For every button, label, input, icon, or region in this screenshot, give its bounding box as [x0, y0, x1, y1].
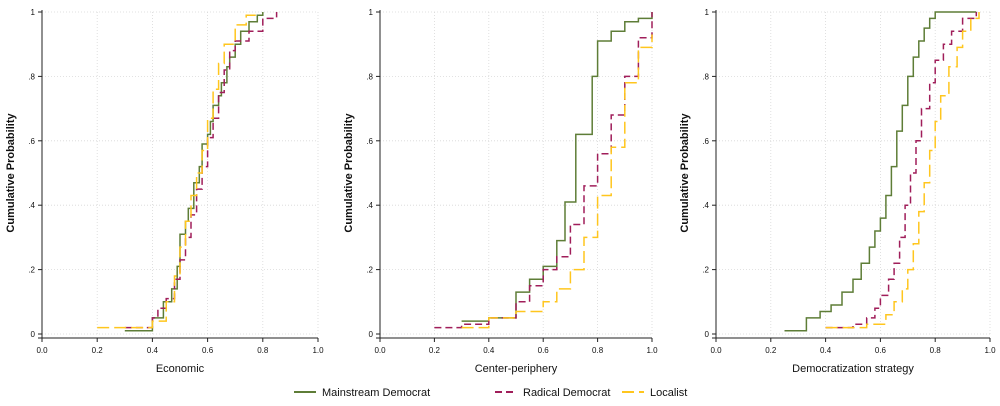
- y-tick-label: .6: [28, 137, 35, 146]
- series-line-mainstream-democrat: [124, 12, 264, 332]
- x-tick-label: 0.4: [820, 346, 832, 355]
- y-tick-label: .8: [28, 72, 35, 81]
- y-tick-label: .6: [702, 137, 709, 146]
- x-tick-label: 0.8: [930, 346, 942, 355]
- y-axis-title: Cumulative Probability: [679, 113, 691, 233]
- y-tick-label: .8: [366, 72, 373, 81]
- chart-panel-3: 0.0 0.2 0.4 0.6 0.8 1.00.2.4.6.81Democratizat…: [679, 8, 996, 375]
- x-tick-label: 0.2: [92, 346, 104, 355]
- x-tick-label: 1.0: [646, 346, 658, 355]
- y-tick-label: .2: [366, 266, 373, 275]
- x-tick-label: 0.0: [374, 346, 386, 355]
- y-axis-title: Cumulative Probability: [343, 113, 355, 233]
- x-tick-label: 0.2: [429, 346, 441, 355]
- y-tick-label: .4: [366, 201, 373, 210]
- y-tick-label: 0: [31, 330, 36, 339]
- x-tick-label: 0.8: [257, 346, 269, 355]
- legend-label: Mainstream Democrat: [322, 387, 430, 399]
- y-tick-label: .2: [702, 266, 709, 275]
- series-line-radical-democrat: [124, 12, 278, 329]
- x-tick-label: 0.4: [147, 346, 159, 355]
- x-tick-label: 0.6: [202, 346, 214, 355]
- y-tick-label: 1: [369, 8, 374, 17]
- series-line-radical-democrat: [434, 12, 653, 329]
- x-tick-label: 0.0: [36, 346, 48, 355]
- chart-panel-1: 0.0 0.2 0.4 0.6 0.8 1.00.2.4.6.81EconomicCumu…: [5, 8, 324, 375]
- legend-label: Localist: [650, 387, 687, 399]
- series-line-localist: [825, 12, 980, 329]
- chart-panel-2: 0.0 0.2 0.4 0.6 0.8 1.00.2.4.6.81Center-perip…: [343, 8, 658, 375]
- y-axis-title: Cumulative Probability: [5, 113, 17, 233]
- x-tick-label: 0.6: [538, 346, 550, 355]
- x-tick-label: 0.0: [710, 346, 722, 355]
- series-line-localist: [461, 34, 653, 329]
- y-tick-label: 1: [705, 8, 710, 17]
- x-tick-label: 1.0: [984, 346, 996, 355]
- x-tick-label: 0.6: [875, 346, 887, 355]
- y-tick-label: .4: [702, 201, 709, 210]
- y-tick-label: 1: [31, 8, 36, 17]
- x-axis-title: Center-periphery: [475, 363, 558, 375]
- x-tick-label: 1.0: [312, 346, 324, 355]
- legend-item-mainstream-democrat: Mainstream Democrat: [294, 387, 430, 399]
- chart-panels: 0.0 0.2 0.4 0.6 0.8 1.00.2.4.6.81EconomicCumu…: [5, 8, 996, 375]
- legend-item-radical-democrat: Radical Democrat: [495, 387, 610, 399]
- y-tick-label: .6: [366, 137, 373, 146]
- x-tick-label: 0.2: [765, 346, 777, 355]
- x-tick-label: 0.8: [592, 346, 604, 355]
- x-tick-label: 0.4: [483, 346, 495, 355]
- y-tick-label: .2: [28, 266, 35, 275]
- legend-item-localist: Localist: [622, 387, 687, 399]
- legend-label: Radical Democrat: [523, 387, 610, 399]
- x-axis-title: Economic: [156, 363, 205, 375]
- y-tick-label: .4: [28, 201, 35, 210]
- series-line-localist: [97, 12, 259, 329]
- y-tick-label: 0: [705, 330, 710, 339]
- series-line-radical-democrat: [825, 12, 978, 329]
- series-line-mainstream-democrat: [784, 11, 977, 332]
- legend: Mainstream Democrat Radical Democrat Local…: [294, 387, 687, 399]
- y-tick-label: .8: [702, 72, 709, 81]
- x-axis-title: Democratization strategy: [792, 363, 914, 375]
- y-tick-label: 0: [369, 330, 374, 339]
- series-line-mainstream-democrat: [461, 12, 653, 322]
